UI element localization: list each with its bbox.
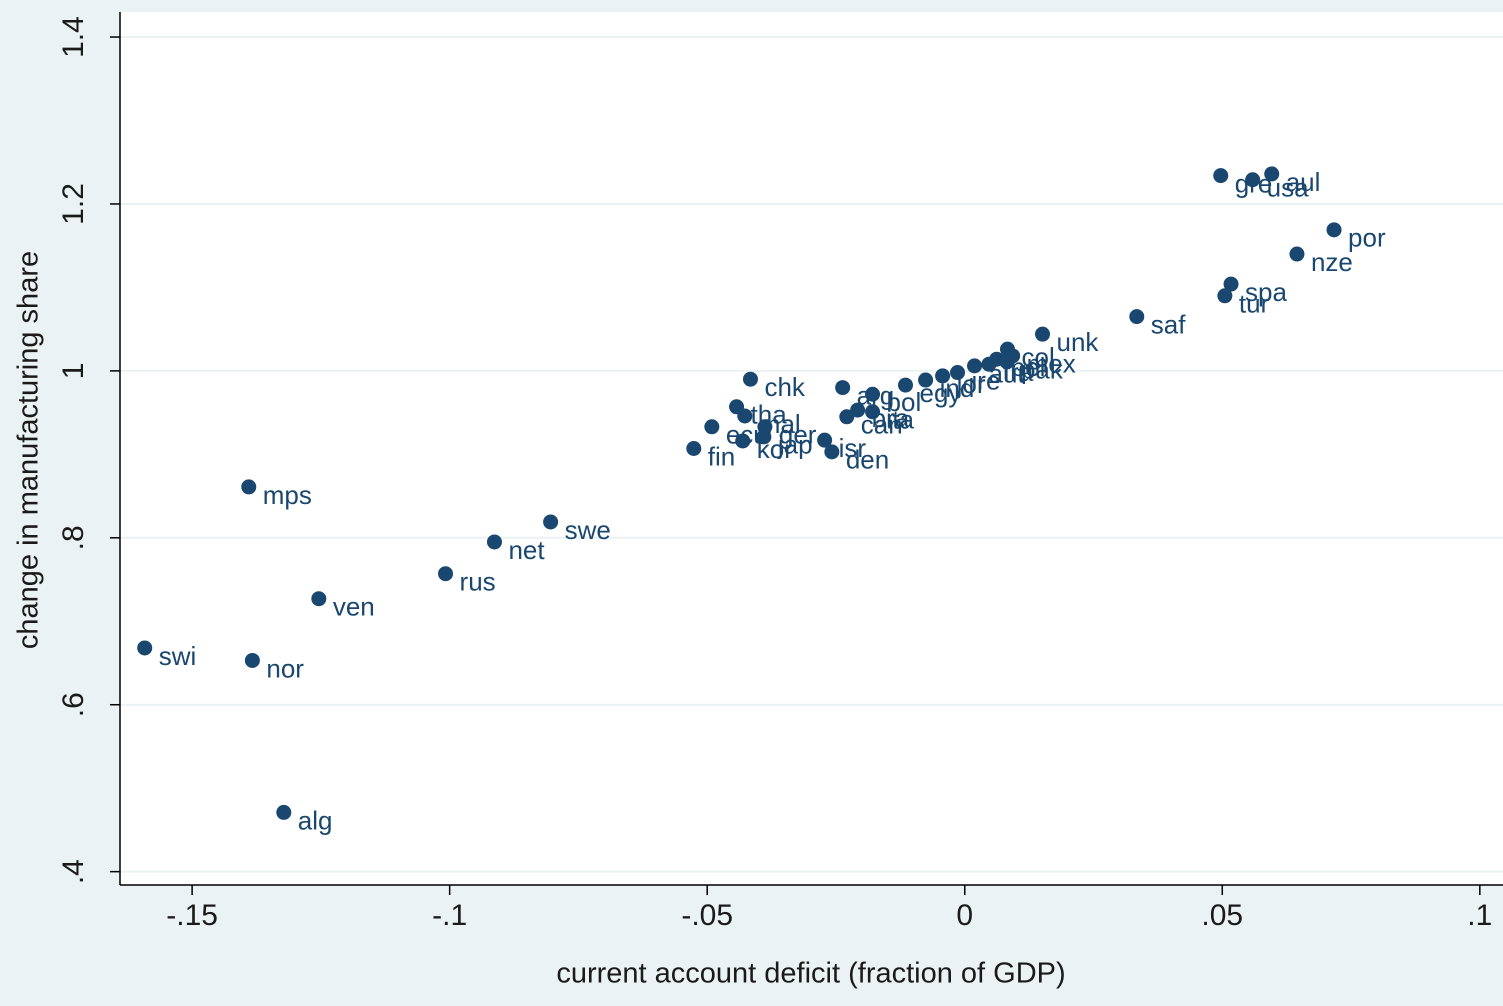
point [137, 640, 153, 656]
point [865, 404, 881, 420]
point [824, 444, 840, 460]
point [1264, 166, 1280, 182]
point-label: swi [159, 641, 197, 671]
y-tick-label: 1.2 [57, 183, 90, 225]
point [742, 371, 758, 387]
point-label: aul [1286, 167, 1321, 197]
point-label: nze [1311, 247, 1353, 277]
point-label: chk [764, 372, 805, 402]
point [967, 358, 983, 374]
point [1129, 309, 1145, 325]
point-label: col [1021, 342, 1054, 372]
point [839, 409, 855, 425]
point [241, 479, 257, 495]
point [850, 402, 866, 418]
point [1035, 326, 1051, 342]
x-tick-label: -.1 [432, 899, 467, 932]
point [735, 433, 751, 449]
point [737, 408, 753, 424]
point [1005, 348, 1021, 364]
point [704, 419, 720, 435]
point [438, 566, 454, 582]
point [950, 365, 966, 381]
point [1245, 172, 1261, 188]
y-tick-label: .8 [57, 525, 90, 550]
x-tick-label: -.15 [166, 899, 218, 932]
point [1289, 246, 1305, 262]
point-label: tur [1239, 289, 1270, 319]
point [486, 534, 502, 550]
point-label: isr [839, 433, 867, 463]
y-tick-label: 1 [57, 363, 90, 380]
y-axis-title: change in manufacturing share [13, 251, 45, 649]
point [865, 386, 881, 402]
point-label: net [508, 535, 545, 565]
point [918, 372, 934, 388]
y-tick-label: 1.4 [57, 16, 90, 58]
point-label: ita [887, 405, 915, 435]
x-tick-label: -.05 [681, 899, 733, 932]
point-label: jap [777, 430, 813, 460]
y-tick-label: .6 [57, 692, 90, 717]
point-label: mex [1027, 349, 1076, 379]
point [276, 804, 292, 820]
x-tick-label: 0 [956, 899, 973, 932]
point [1217, 288, 1233, 304]
point-label: den [846, 445, 889, 475]
point [756, 429, 772, 445]
x-tick-label: .1 [1467, 899, 1492, 932]
x-tick-label: .05 [1201, 899, 1243, 932]
x-axis-title: current account deficit (fraction of GDP… [556, 958, 1065, 990]
point-label: saf [1151, 310, 1186, 340]
point-label: ger [779, 420, 817, 450]
point-label: ven [333, 592, 375, 622]
point [1213, 168, 1229, 184]
point [244, 652, 260, 668]
y-tick-label: .4 [57, 859, 90, 884]
point [686, 441, 702, 456]
point [543, 514, 559, 530]
point [935, 368, 951, 384]
point-label: alg [298, 805, 333, 835]
point-label: nor [266, 653, 304, 683]
point-label: swe [565, 515, 611, 545]
point-label: mps [263, 480, 312, 510]
point [311, 591, 327, 607]
point [1326, 222, 1342, 238]
point-label: por [1348, 223, 1386, 253]
point-label: pak [1021, 355, 1064, 385]
point-label: fin [708, 441, 735, 471]
point-label: unk [1057, 327, 1100, 357]
point [835, 380, 851, 396]
point [898, 377, 914, 393]
point-label: rus [460, 567, 496, 597]
point-label: spa [1245, 277, 1287, 307]
point [817, 432, 833, 448]
point-label: usa [1267, 173, 1309, 203]
point [1223, 276, 1239, 292]
plot-area [120, 12, 1503, 885]
